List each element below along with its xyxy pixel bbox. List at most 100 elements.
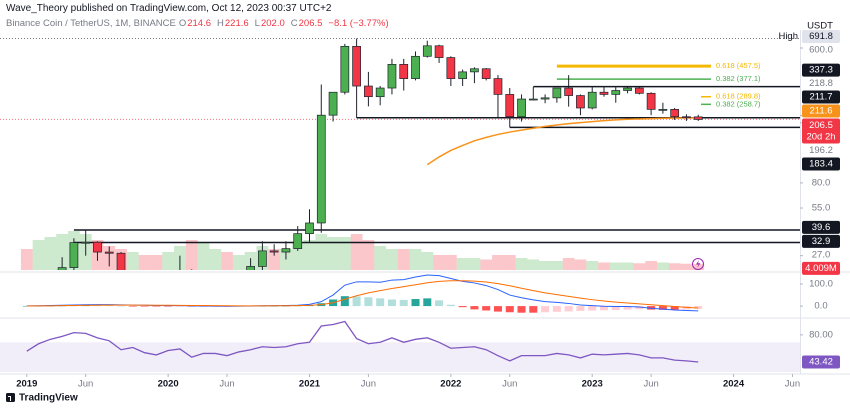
- price-label: 211.6: [809, 106, 832, 117]
- symbol-title: Binance Coin / TetherUS, 1M, BINANCE: [6, 18, 176, 29]
- price-label-box: [802, 90, 840, 104]
- symbol-legend: Binance Coin / TetherUS, 1M, BINANCE O214…: [6, 18, 392, 29]
- candle-body: [564, 87, 573, 96]
- volume-bar: [338, 237, 351, 270]
- volume-bar: [44, 237, 57, 270]
- rsi-pane: [0, 320, 800, 372]
- x-tick-label: Jun: [78, 379, 93, 390]
- publisher-line: Wave_Theory published on TradingView.com…: [6, 3, 331, 14]
- candle-body: [258, 250, 267, 267]
- candle-body: [587, 91, 597, 109]
- macd-histogram-bar: [152, 306, 161, 307]
- ohlc-item: H221.6: [217, 18, 252, 29]
- volume-bar: [209, 249, 222, 270]
- volume-bar: [268, 249, 281, 270]
- volume-bar: [350, 234, 363, 270]
- price-label: 27.0: [812, 249, 831, 260]
- macd-histogram-bar: [128, 306, 137, 307]
- price-label: 80.0: [812, 177, 831, 188]
- candle-body: [623, 87, 632, 91]
- volume-bar: [609, 262, 622, 270]
- volume-bar: [633, 263, 646, 270]
- volume-bar: [527, 259, 540, 270]
- volume-bar: [232, 255, 245, 270]
- rsi-value-box: [802, 355, 840, 369]
- macd-histogram-bar: [623, 306, 632, 310]
- price-label-box: [802, 118, 840, 144]
- macd-histogram-bar: [635, 306, 644, 310]
- candle-body: [375, 87, 385, 98]
- candle-body: [269, 250, 279, 253]
- macd-histogram-bar: [164, 306, 173, 307]
- price-label: 183.4: [809, 159, 833, 170]
- rsi-band: [0, 342, 800, 372]
- price-label: 32.9: [812, 236, 831, 247]
- macd-histogram-bar: [564, 306, 573, 312]
- ohlc-key: H: [217, 18, 224, 29]
- macd-histogram-bar: [541, 306, 550, 313]
- macd-histogram-bar: [482, 306, 491, 311]
- volume-bar: [680, 263, 693, 270]
- alert-icon: [692, 258, 704, 270]
- price-label: 4.009M: [805, 263, 837, 274]
- candle-body: [399, 64, 409, 79]
- macd-histogram-bar: [529, 306, 538, 313]
- volume-bar: [409, 249, 422, 270]
- volume-bar: [515, 258, 528, 270]
- macd-histogram-bar: [93, 305, 102, 307]
- ohlc-value: 221.6: [224, 18, 249, 29]
- macd-histogram-bar: [352, 296, 361, 307]
- candle-body: [316, 114, 326, 224]
- ohlc-key: C: [290, 18, 298, 29]
- x-tick-label: 2021: [299, 379, 321, 390]
- price-label-box: [802, 261, 840, 275]
- x-tick-label: Jun: [502, 379, 517, 390]
- volume-bar: [433, 255, 445, 270]
- price-label: 39.6: [812, 222, 831, 233]
- x-tick-label: Jun: [785, 379, 800, 390]
- candle-body: [411, 55, 420, 79]
- macd-histogram-bar: [694, 306, 703, 309]
- volume-bar: [362, 240, 375, 270]
- candle-body: [693, 116, 703, 120]
- volume-bar: [656, 262, 669, 270]
- candle-body: [387, 64, 397, 89]
- macd-histogram-bar: [105, 305, 114, 307]
- macd-histogram-bar: [340, 296, 349, 307]
- volume-bar: [421, 252, 434, 270]
- price-label: 55.0: [812, 203, 831, 214]
- x-tick-label: Jun: [643, 379, 658, 390]
- price-label: 196.2: [809, 145, 833, 156]
- ohlc-item: O214.6: [179, 18, 214, 29]
- macd-histogram-bar: [423, 298, 432, 307]
- candle-body: [634, 87, 644, 94]
- candle-body: [246, 266, 255, 270]
- candle-body: [81, 241, 91, 244]
- macd-histogram-bar: [517, 306, 526, 313]
- macd-histogram-bar: [611, 306, 620, 311]
- axes: 2019 Jun 2020 Jun 2021 Jun 2022 Jun 2023 Jun 2024 J…: [16, 29, 840, 390]
- candle-body: [599, 91, 609, 95]
- fib-label: 0.382 (258.7): [716, 99, 761, 108]
- candle-body: [470, 68, 479, 73]
- volume-bar: [386, 249, 398, 270]
- volume-bar: [197, 243, 210, 270]
- volume-bar: [20, 249, 33, 270]
- brand-name: TradingView: [19, 393, 78, 404]
- macd-histogram-bar: [22, 305, 31, 307]
- volume-bar: [56, 234, 69, 270]
- price-label-box: [802, 63, 840, 77]
- x-tick-label: Jun: [219, 379, 234, 390]
- candle-body: [305, 222, 314, 235]
- macd-histogram-bar: [399, 299, 408, 307]
- candle-body: [328, 91, 338, 116]
- candle-body: [658, 109, 668, 111]
- macd-histogram-bar: [140, 306, 149, 307]
- publisher: Wave_Theory published on TradingView.com…: [6, 3, 332, 14]
- price-label-box: [802, 29, 840, 43]
- signal-line: [26, 280, 699, 309]
- candle-body: [682, 116, 691, 119]
